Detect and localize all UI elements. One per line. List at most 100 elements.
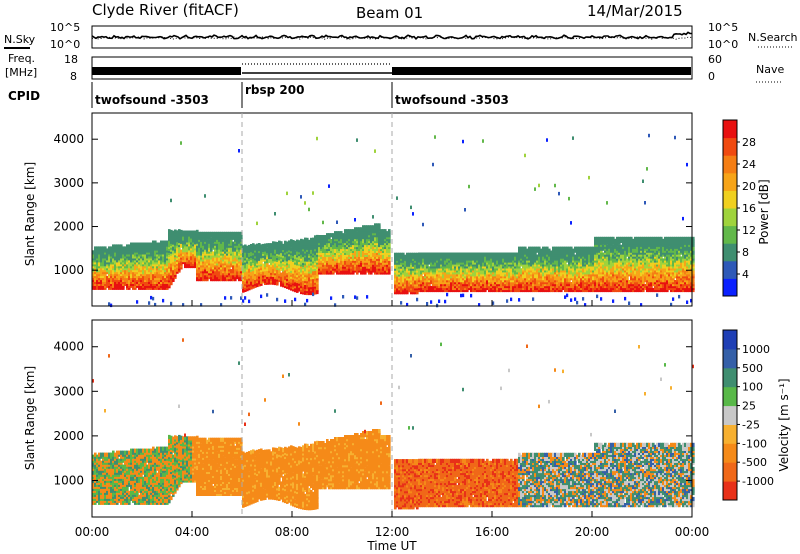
power-cell	[246, 253, 249, 258]
power-cell	[146, 242, 149, 247]
power-cell	[216, 245, 219, 250]
power-cell	[574, 254, 577, 259]
power-cell	[124, 281, 127, 286]
power-cell	[422, 276, 425, 281]
power-cell	[274, 241, 277, 246]
power-cell	[356, 138, 358, 142]
power-cell	[364, 225, 367, 230]
noise-tick-left-top: 10^5	[50, 21, 80, 34]
nave-label: Nave	[756, 63, 784, 76]
power-cell	[374, 149, 376, 153]
power-cell	[170, 239, 173, 244]
power-cell	[236, 271, 239, 276]
power-cell	[96, 246, 99, 251]
power-cell	[224, 296, 227, 300]
power-cell	[404, 262, 407, 267]
power-cell	[242, 249, 245, 254]
power-cell	[268, 253, 271, 258]
power-cell	[356, 258, 359, 263]
power-cell	[174, 270, 177, 275]
power-cell	[524, 260, 527, 265]
power-cell	[330, 296, 333, 300]
power-cell	[302, 288, 305, 293]
power-cell	[278, 240, 281, 245]
power-cell	[414, 252, 417, 257]
power-cell	[410, 205, 412, 210]
power-cell	[148, 268, 151, 273]
power-cell	[300, 195, 302, 199]
power-cell	[534, 246, 537, 251]
power-cell	[188, 230, 191, 235]
power-cell	[412, 212, 414, 216]
power-cell	[218, 275, 221, 280]
power-cell	[486, 280, 489, 285]
power-cell	[196, 269, 199, 274]
power-cell	[446, 292, 449, 297]
power-cell	[212, 243, 215, 248]
power-cell	[512, 252, 515, 257]
power-cell	[292, 244, 295, 249]
power-cell	[328, 233, 331, 238]
power-cell	[490, 252, 493, 257]
power-cell	[270, 243, 273, 248]
power-heatmap	[92, 133, 695, 308]
power-cell	[524, 153, 526, 158]
power-cell	[358, 266, 361, 271]
power-cell	[110, 303, 113, 308]
power-cell	[282, 243, 285, 248]
power-cell	[566, 293, 569, 298]
power-cell	[142, 275, 145, 281]
power-cell	[424, 268, 427, 273]
power-cell	[416, 297, 419, 302]
power-cell	[422, 222, 424, 227]
power-cell	[576, 285, 579, 291]
power-cell	[482, 139, 484, 143]
power-cell	[538, 183, 540, 188]
power-cell	[342, 242, 345, 248]
power-cell	[332, 248, 335, 253]
power-cell	[176, 230, 179, 235]
power-cell	[268, 264, 271, 269]
power-cell	[574, 285, 577, 291]
power-cell	[266, 293, 269, 297]
power-cell	[148, 301, 151, 305]
power-cell	[552, 276, 555, 281]
power-cell	[546, 138, 548, 142]
power-cell	[422, 252, 425, 257]
power-cell	[534, 280, 537, 285]
power-cell	[252, 258, 255, 264]
power-cell	[430, 285, 433, 291]
power-cell	[286, 247, 289, 252]
power-cell	[134, 266, 137, 271]
power-cell	[94, 246, 97, 251]
power-cell	[374, 237, 377, 242]
power-cell	[110, 246, 113, 251]
power-cell	[152, 296, 155, 301]
power-cell	[172, 246, 175, 251]
power-cell	[178, 248, 181, 253]
frequency-band-2	[392, 67, 691, 75]
power-cell	[106, 275, 109, 281]
power-cell	[342, 295, 345, 299]
power-cell	[298, 240, 301, 245]
power-cell	[464, 208, 466, 212]
power-cell	[228, 231, 231, 236]
power-cell	[562, 278, 565, 283]
power-cell	[484, 252, 487, 257]
power-cell	[242, 245, 245, 250]
power-cell	[428, 266, 431, 271]
power-cell	[520, 246, 523, 251]
noise-tick-right-bottom: 10^0	[708, 38, 738, 51]
power-cell	[148, 242, 151, 247]
power-cell	[192, 258, 195, 263]
power-cell	[470, 256, 473, 261]
power-cell	[552, 246, 555, 251]
power-cell	[456, 266, 459, 271]
power-cell	[240, 259, 243, 264]
power-cell	[514, 256, 517, 261]
power-cell	[502, 272, 505, 277]
power-cell	[558, 285, 561, 291]
power-cell	[302, 239, 305, 244]
power-cell	[438, 252, 441, 257]
